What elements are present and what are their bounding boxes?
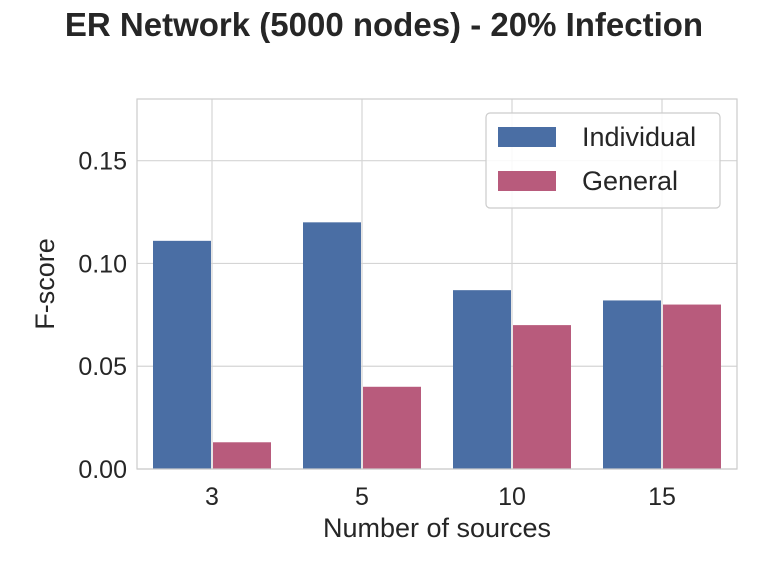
bar-general [363, 386, 421, 469]
bar-general [663, 304, 721, 469]
legend-swatch [498, 127, 556, 147]
bars [153, 222, 721, 469]
chart-title: ER Network (5000 nodes) - 20% Infection [64, 6, 704, 43]
y-tick-label: 0.15 [78, 148, 127, 176]
bar-individual [303, 222, 361, 469]
x-tick-label: 10 [498, 483, 526, 511]
legend-label: General [582, 166, 678, 196]
legend-swatch [498, 171, 556, 191]
legend-label: Individual [582, 122, 696, 152]
bar-individual [153, 240, 211, 469]
x-tick-label: 3 [205, 483, 219, 511]
y-tick-label: 0.10 [78, 250, 127, 278]
y-tick-labels: 0.00 0.05 0.10 0.15 [78, 148, 127, 484]
bar-general [213, 442, 271, 469]
x-tick-label: 5 [355, 483, 369, 511]
plot-frame [136, 98, 738, 470]
bar-individual [453, 290, 511, 469]
x-tick-labels: 3 5 10 15 [205, 483, 676, 511]
bar-individual [603, 300, 661, 469]
y-tick-label: 0.00 [78, 456, 127, 484]
x-tick-label: 15 [648, 483, 676, 511]
legend: Individual General [485, 112, 721, 209]
y-tick-label: 0.05 [78, 353, 127, 381]
bar-general [513, 325, 571, 469]
x-axis-label: Number of sources [323, 513, 551, 543]
y-axis-label: F-score [30, 238, 60, 330]
